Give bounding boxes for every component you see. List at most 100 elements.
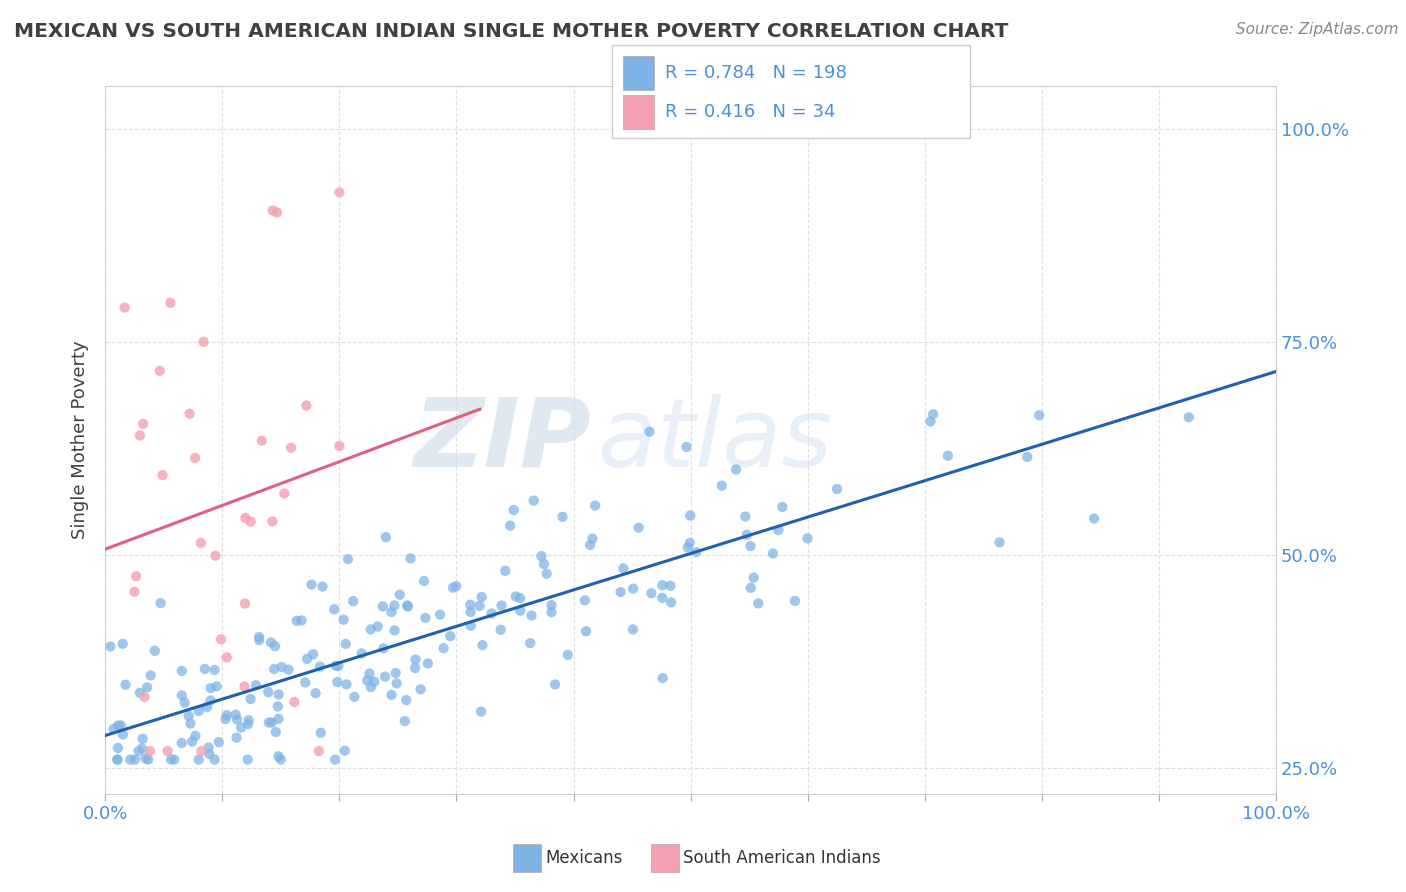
Point: [179, 716, 201, 731]
Point: [659, 579, 682, 593]
Point: [384, 599, 406, 613]
Point: [128, 428, 150, 442]
Point: [215, 650, 238, 665]
Point: [326, 675, 349, 690]
Point: [160, 753, 183, 767]
Point: [409, 682, 432, 697]
Point: [710, 478, 733, 492]
Point: [229, 721, 252, 735]
Point: [685, 545, 707, 559]
Point: [114, 301, 136, 315]
Point: [247, 630, 270, 644]
Point: [311, 580, 333, 594]
Point: [328, 659, 350, 673]
Point: [173, 696, 195, 710]
Point: [574, 593, 596, 607]
Point: [120, 753, 142, 767]
Point: [190, 744, 212, 758]
Point: [309, 726, 332, 740]
Point: [783, 594, 806, 608]
Point: [581, 532, 603, 546]
Point: [659, 595, 682, 609]
Point: [416, 657, 439, 671]
Point: [105, 753, 128, 767]
Point: [651, 591, 673, 605]
Point: [575, 624, 598, 639]
Point: [651, 671, 673, 685]
Point: [360, 623, 382, 637]
Point: [460, 618, 482, 632]
Point: [740, 581, 762, 595]
Point: [273, 486, 295, 500]
Point: [198, 747, 221, 761]
Point: [302, 647, 325, 661]
Point: [208, 735, 231, 749]
Point: [114, 678, 136, 692]
Point: [235, 511, 257, 525]
Point: [470, 705, 492, 719]
Point: [149, 596, 172, 610]
Point: [502, 503, 524, 517]
Point: [177, 709, 200, 723]
Point: [388, 588, 411, 602]
Point: [415, 611, 437, 625]
Point: [181, 734, 204, 748]
Text: atlas: atlas: [598, 393, 832, 486]
Point: [280, 441, 302, 455]
Point: [103, 722, 125, 736]
Point: [267, 712, 290, 726]
Point: [304, 686, 326, 700]
Point: [796, 532, 818, 546]
Point: [638, 425, 661, 439]
Point: [359, 666, 381, 681]
Point: [283, 695, 305, 709]
Point: [540, 598, 562, 612]
Point: [444, 579, 467, 593]
Point: [193, 334, 215, 349]
Point: [544, 677, 567, 691]
Point: [204, 663, 226, 677]
Point: [323, 602, 346, 616]
Point: [233, 597, 256, 611]
Point: [236, 717, 259, 731]
Point: [332, 613, 354, 627]
Point: [640, 586, 662, 600]
Point: [491, 599, 513, 613]
Point: [481, 607, 503, 621]
Point: [747, 596, 769, 610]
Point: [225, 707, 247, 722]
Point: [107, 741, 129, 756]
Point: [159, 295, 181, 310]
Point: [742, 571, 765, 585]
Point: [333, 744, 356, 758]
Point: [179, 407, 201, 421]
Point: [267, 749, 290, 764]
Point: [363, 674, 385, 689]
Point: [374, 530, 396, 544]
Point: [612, 561, 634, 575]
Point: [290, 614, 312, 628]
Text: MEXICAN VS SOUTH AMERICAN INDIAN SINGLE MOTHER POVERTY CORRELATION CHART: MEXICAN VS SOUTH AMERICAN INDIAN SINGLE …: [14, 22, 1008, 41]
Point: [247, 633, 270, 648]
Point: [128, 686, 150, 700]
Point: [226, 713, 249, 727]
Point: [124, 584, 146, 599]
Point: [149, 364, 172, 378]
Point: [384, 624, 406, 638]
Point: [583, 499, 606, 513]
Point: [264, 725, 287, 739]
Point: [285, 614, 308, 628]
Point: [257, 685, 280, 699]
Point: [1017, 450, 1039, 464]
Point: [579, 538, 602, 552]
Point: [205, 679, 228, 693]
Point: [170, 736, 193, 750]
Y-axis label: Single Mother Poverty: Single Mother Poverty: [72, 341, 89, 540]
Point: [250, 434, 273, 448]
Point: [536, 566, 558, 581]
Point: [190, 536, 212, 550]
Point: [200, 681, 222, 695]
Point: [494, 564, 516, 578]
Point: [1178, 410, 1201, 425]
Point: [405, 652, 427, 666]
